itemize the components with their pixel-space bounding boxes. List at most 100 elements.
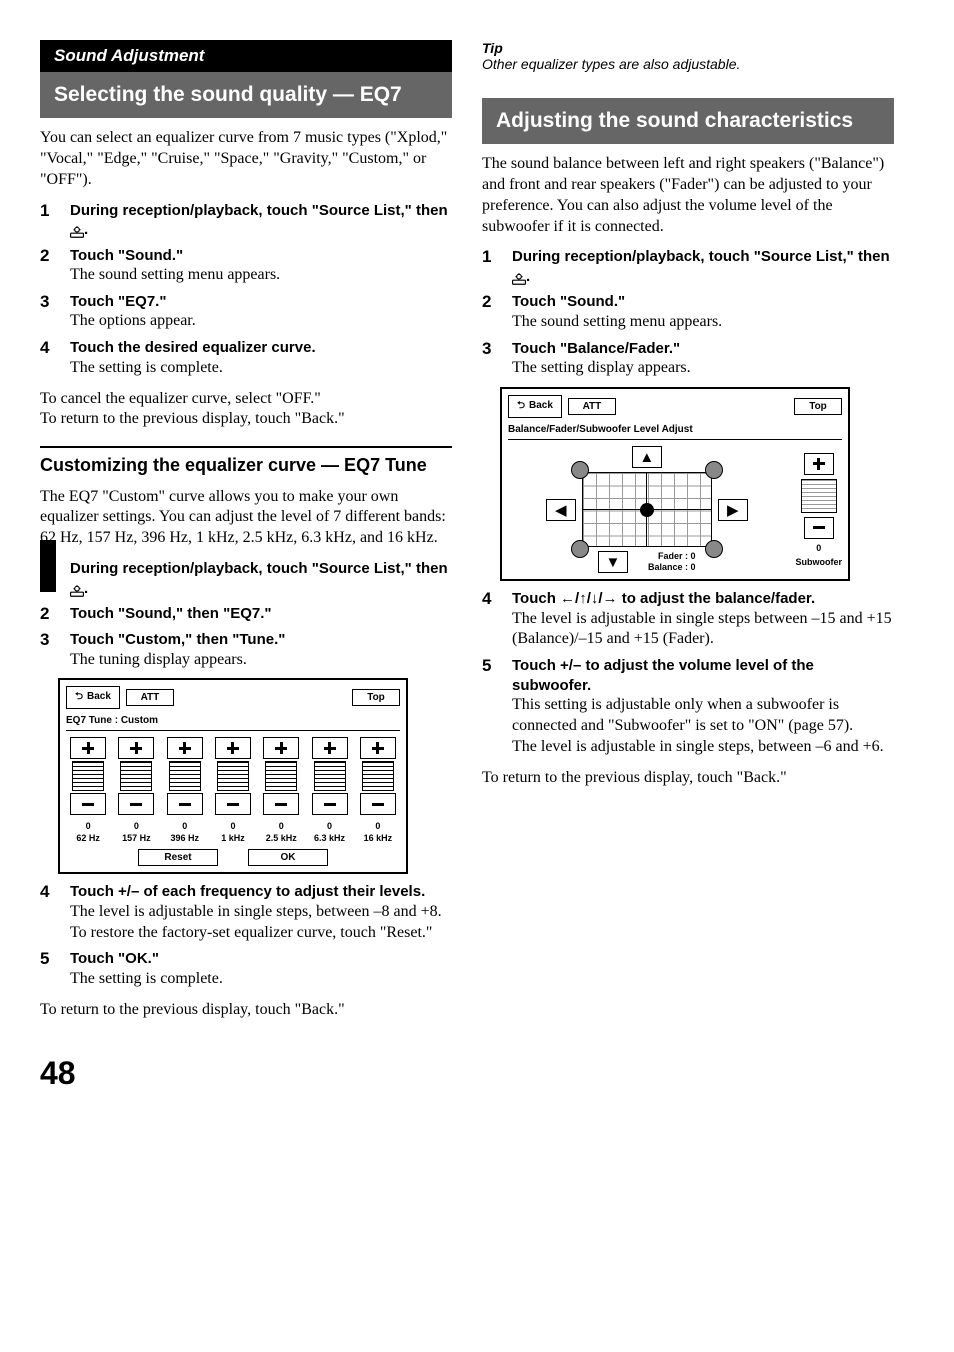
step: 1 During reception/playback, touch "Sourc… (40, 201, 452, 240)
step-description: The level is adjustable in single steps,… (70, 902, 452, 944)
eq-minus-button[interactable] (70, 793, 106, 815)
eq-slider (120, 761, 152, 791)
dia-ok-button[interactable]: OK (248, 849, 328, 866)
dia-back-button[interactable]: ⮌Back (66, 686, 120, 709)
step: 3Touch "EQ7."The options appear. (40, 292, 452, 332)
arrow-down-button[interactable]: ▼ (598, 551, 628, 573)
eq-value: 0 (182, 821, 187, 831)
step: 5 Touch "OK."The setting is complete. (40, 949, 452, 989)
intro-eq7tune: The EQ7 "Custom" curve allows you to mak… (40, 487, 452, 549)
step-instruction: Touch the desired equalizer curve. (70, 338, 452, 358)
dia-top-button[interactable]: Top (794, 398, 842, 415)
eq-freq: 396 Hz (170, 833, 199, 843)
speaker-icon (571, 540, 589, 558)
subhead-eq7tune: Customizing the equalizer curve — EQ7 Tu… (40, 454, 452, 477)
after-eq7: To cancel the equalizer curve, select "O… (40, 389, 452, 431)
eq-plus-button[interactable] (360, 737, 396, 759)
balance-cursor (640, 503, 654, 517)
step-instruction: Touch "OK." (70, 949, 452, 969)
steps-adjust-a: 1During reception/playback, touch "Sourc… (482, 247, 894, 379)
eq-band: 062 Hz (66, 737, 110, 843)
step: 2Touch "Sound," then "EQ7." (40, 604, 452, 624)
eq-band: 0 396 Hz (163, 737, 207, 843)
eq-plus-button[interactable] (263, 737, 299, 759)
step: 2Touch "Sound."The sound setting menu ap… (40, 246, 452, 286)
step-instruction: Touch "Balance/Fader." (512, 339, 894, 359)
eq-freq: 16 kHz (364, 833, 393, 843)
step: 2 Touch "Sound."The sound setting menu ap… (482, 292, 894, 332)
eq-plus-button[interactable] (215, 737, 251, 759)
step-instruction: Touch "Sound." (512, 292, 894, 312)
eq-freq: 62 Hz (76, 833, 100, 843)
eq-value: 0 (375, 821, 380, 831)
arrow-right-button[interactable]: ▶ (718, 499, 748, 521)
tip: Tip Other equalizer types are also adjus… (482, 40, 894, 72)
step: 1During reception/playback, touch "Sourc… (482, 247, 894, 286)
eq-freq: 6.3 kHz (314, 833, 345, 843)
tip-head: Tip (482, 40, 894, 56)
dia-title: Balance/Fader/Subwoofer Level Adjust (508, 424, 842, 435)
step-instruction: During reception/playback, touch "Source… (70, 559, 452, 598)
title-adjust: Adjusting the sound characteristics (482, 98, 894, 144)
step-description: The setting is complete. (70, 969, 452, 990)
step-description: The options appear. (70, 311, 452, 332)
step-instruction: Touch "Sound," then "EQ7." (70, 604, 452, 624)
step: 5Touch +/– to adjust the volume level of… (482, 656, 894, 757)
arrow-left-button[interactable]: ◀ (546, 499, 576, 521)
step-description: The sound setting menu appears. (512, 312, 894, 333)
eq-minus-button[interactable] (312, 793, 348, 815)
eq-slider (314, 761, 346, 791)
side-tab (40, 540, 56, 592)
tip-body: Other equalizer types are also adjustabl… (482, 56, 894, 72)
eq-band: 0 1 kHz (211, 737, 255, 843)
eq-value: 0 (230, 821, 235, 831)
step-instruction: Touch +/– to adjust the volume level of … (512, 656, 894, 695)
eq-plus-button[interactable] (70, 737, 106, 759)
step: 4Touch +/– of each frequency to adjust t… (40, 882, 452, 943)
step-instruction: During reception/playback, touch "Source… (512, 247, 894, 286)
eq-slider (72, 761, 104, 791)
dia-back-button[interactable]: ⮌Back (508, 395, 562, 418)
gear-icon (70, 583, 84, 595)
step-number: 3 (40, 630, 58, 670)
step-number: 3 (40, 292, 58, 332)
eq-minus-button[interactable] (360, 793, 396, 815)
step-number: 1 (40, 201, 58, 240)
eq-plus-button[interactable] (118, 737, 154, 759)
eq-slider (169, 761, 201, 791)
section-label: Sound Adjustment (40, 40, 452, 72)
step: 4Touch ←/↑/↓/→ to adjust the balance/fad… (482, 589, 894, 650)
step-number: 3 (482, 339, 500, 379)
steps-eq7: 1 During reception/playback, touch "Sourc… (40, 201, 452, 379)
eq-freq: 1 kHz (221, 833, 245, 843)
step-number: 2 (482, 292, 500, 332)
eq-band: 0 16 kHz (356, 737, 400, 843)
sub-minus-button[interactable] (804, 517, 834, 539)
eq-minus-button[interactable] (167, 793, 203, 815)
dia-att-button[interactable]: ATT (126, 689, 174, 706)
dia-reset-button[interactable]: Reset (138, 849, 218, 866)
eq-band: 0 6.3 kHz (307, 737, 351, 843)
eq-value: 0 (327, 821, 332, 831)
eq-minus-button[interactable] (118, 793, 154, 815)
eq-freq: 157 Hz (122, 833, 151, 843)
steps-eq7tune-b: 4Touch +/– of each frequency to adjust t… (40, 882, 452, 989)
balance-diagram: ⮌Back ATT Top Balance/Fader/Subwoofer Le… (500, 387, 850, 581)
after-adjust: To return to the previous display, touch… (482, 768, 894, 789)
step-number: 5 (40, 949, 58, 989)
step-instruction: Touch ←/↑/↓/→ to adjust the balance/fade… (512, 589, 894, 609)
step-description: The sound setting menu appears. (70, 265, 452, 286)
arrow-up-button[interactable]: ▲ (632, 446, 662, 468)
eq-plus-button[interactable] (167, 737, 203, 759)
eq-plus-button[interactable] (312, 737, 348, 759)
sub-plus-button[interactable] (804, 453, 834, 475)
step: 1During reception/playback, touch "Sourc… (40, 559, 452, 598)
dia-top-button[interactable]: Top (352, 689, 400, 706)
dia-att-button[interactable]: ATT (568, 398, 616, 415)
eq-band: 02.5 kHz (259, 737, 303, 843)
step-instruction: During reception/playback, touch "Source… (70, 201, 452, 240)
eq-minus-button[interactable] (215, 793, 251, 815)
sub-value: 0 (816, 543, 821, 553)
eq-minus-button[interactable] (263, 793, 299, 815)
step-description: The level is adjustable in single steps … (512, 609, 894, 651)
